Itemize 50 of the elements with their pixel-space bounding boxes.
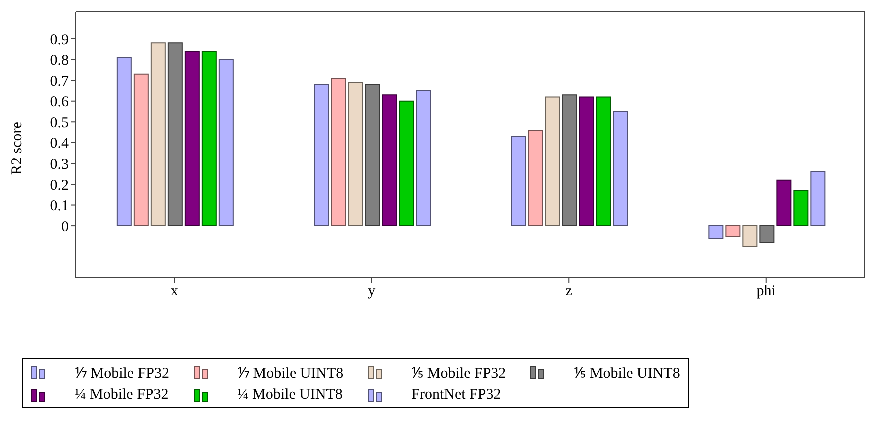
legend-label: ⅕ Mobile UINT8 [574,365,680,383]
y-tick-label: 0.6 [50,94,70,111]
bar [760,226,775,244]
bar [545,96,560,227]
x-tick-label: x [170,284,179,300]
bar [794,190,809,227]
bar [511,136,526,227]
x-tick-label: phi [756,284,776,300]
bar [810,172,826,227]
bar [708,226,724,240]
bar [399,100,414,227]
bar [776,180,792,227]
y-tick-label: 0.4 [50,136,70,152]
y-tick-label: 0.1 [50,198,69,215]
legend-label: ¼ Mobile FP32 [75,387,169,404]
bar [150,42,166,227]
bar [562,94,578,227]
bar [596,96,612,227]
x-tick-label: y [368,284,376,300]
y-tick-label: 0.5 [50,115,69,132]
bar [168,42,183,227]
y-axis-title: R2 score [9,122,26,175]
bar [382,94,398,227]
legend-label: ⅐ Mobile UINT8 [238,365,344,383]
bar [365,84,380,227]
y-tick-label: 0 [62,219,69,236]
y-tick-label: 0.9 [50,32,69,48]
y-tick-label: 0.3 [50,157,69,174]
bar [314,84,330,227]
bar [218,59,234,227]
bar [134,74,149,227]
bar [184,50,200,227]
legend-label: ¼ Mobile UINT8 [238,387,343,404]
bar [348,82,364,227]
bar [726,226,741,237]
bar [331,78,346,227]
y-tick-label: 0.8 [50,53,69,70]
bar [202,50,217,227]
bar [613,111,628,227]
y-tick-label: 0.2 [50,178,69,194]
bar [742,226,758,248]
bar [528,130,544,227]
legend-label: ⅐ Mobile FP32 [75,365,170,383]
legend-label: FrontNet FP32 [412,387,502,404]
legend-label: ⅕ Mobile FP32 [412,365,506,383]
bar [416,90,432,227]
y-tick-label: 0.7 [50,74,70,90]
x-tick-label: z [566,284,573,300]
bar [579,96,594,227]
bar [116,57,132,227]
